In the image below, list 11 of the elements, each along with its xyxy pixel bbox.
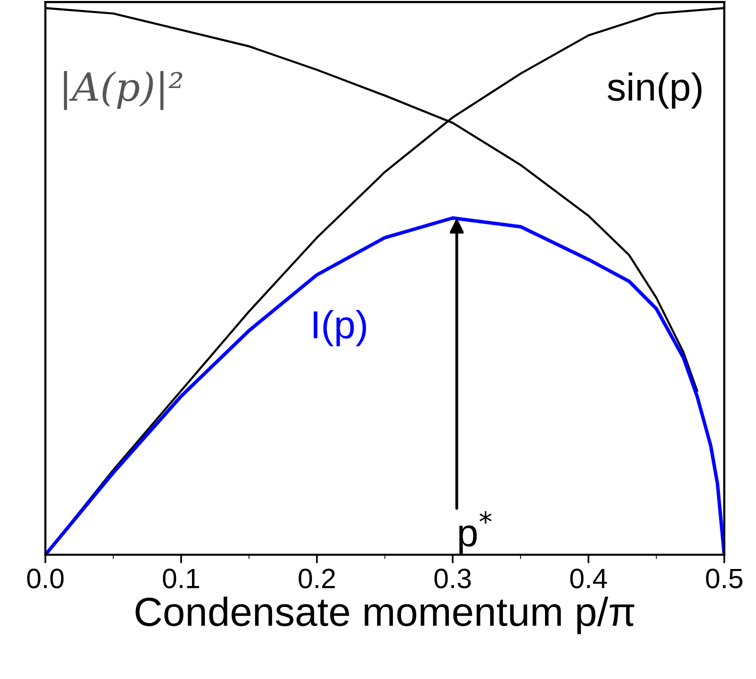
x-tick-label: 0.1 (162, 568, 200, 588)
x-tick-label: 0.4 (570, 568, 607, 588)
series-label: sin(p) (608, 72, 702, 109)
x-axis-title: Condensate momentum p/π (136, 596, 634, 634)
annotation: p$^{*}$ (459, 511, 492, 554)
x-tick-label: 0.3 (434, 568, 471, 588)
series-label: |A(p)|² (64, 71, 182, 110)
series-label: I(p) (314, 310, 366, 346)
x-tick-label: 0.2 (298, 568, 335, 588)
x-tick-label: 0.0 (27, 568, 64, 588)
x-tick-label: 0.5 (706, 568, 742, 588)
